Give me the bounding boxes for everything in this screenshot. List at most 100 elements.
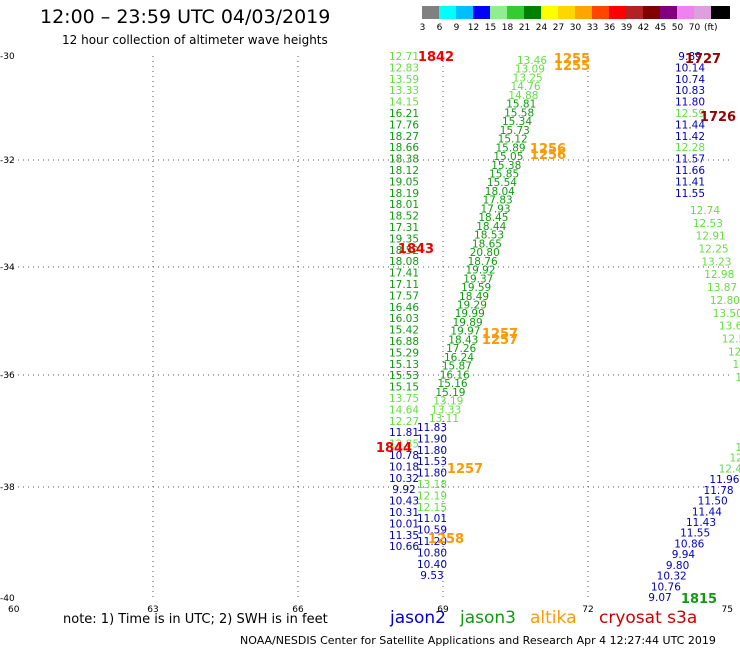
- swh-value: 17.57: [389, 290, 419, 302]
- swh-value: 10.59: [417, 525, 447, 537]
- swh-value: 9.89: [678, 51, 701, 63]
- swh-value: 14.76: [511, 81, 541, 93]
- swh-value: 16.03: [389, 313, 419, 325]
- swh-value: 11.53: [417, 456, 447, 468]
- swh-value: 16.24: [444, 352, 474, 364]
- x-axis-tick-label: 60: [8, 605, 20, 615]
- swh-value: 11.50: [698, 496, 728, 508]
- swh-value: 11.90: [417, 433, 447, 445]
- swh-value: 15.38: [491, 160, 521, 172]
- swh-value: 12: [729, 453, 740, 465]
- swh-value: 18.38: [389, 154, 419, 166]
- scale-swatch: [422, 6, 441, 19]
- swh-value: 12.74: [690, 205, 720, 217]
- swh-value: 13.87: [707, 282, 737, 294]
- scale-tick-label: 24: [535, 23, 548, 33]
- swh-value: 15.12: [498, 134, 528, 146]
- scale-swatch: [439, 6, 458, 19]
- swh-value: 13.59: [389, 74, 419, 86]
- pass-time-label: 1727: [685, 52, 721, 67]
- swh-value: 18.76: [468, 256, 498, 268]
- swh-value: 10.32: [389, 473, 419, 485]
- scale-swatch: [711, 6, 730, 19]
- swh-value: 11.35: [389, 530, 419, 542]
- swh-value: 15.73: [500, 125, 530, 137]
- swh-value: 11.55: [680, 528, 710, 540]
- swh-value: 17.41: [389, 268, 419, 280]
- pass-time-label: 1726: [700, 110, 736, 125]
- swh-value: 17.11: [389, 279, 419, 291]
- swh-value: 19.05: [389, 176, 419, 188]
- swh-value: 18.19: [389, 188, 419, 200]
- page-title: 12:00 – 23:59 UTC 04/03/2019: [40, 6, 331, 28]
- swh-value: 15.15: [389, 382, 419, 394]
- scale-tick-label: 15: [484, 23, 497, 33]
- scale-tick-label: 39: [620, 23, 633, 33]
- pass-time-label: 1257: [447, 462, 483, 477]
- swh-value: 12.98: [704, 269, 734, 281]
- swh-value: 9.80: [666, 560, 689, 572]
- swh-value: 13.09: [515, 64, 545, 76]
- scale-tick-label: 18: [501, 23, 514, 33]
- scale-tick-label: 21: [518, 23, 531, 33]
- swh-value: 18.04: [485, 186, 515, 198]
- swh-value: 13.25: [513, 72, 543, 84]
- swh-value: 10.80: [417, 547, 447, 559]
- swh-value: 18.01: [389, 199, 419, 211]
- swh-value: 17.93: [480, 203, 510, 215]
- pass-time-label: 1842: [418, 50, 454, 65]
- swh-value: 10.01: [389, 518, 419, 530]
- swh-value: 10.18: [389, 461, 419, 473]
- swh-value: 15.19: [435, 387, 465, 399]
- scale-swatch: [609, 6, 628, 19]
- pass-time-label: 1815: [681, 592, 717, 607]
- swh-value: 13.33: [431, 404, 461, 416]
- swh-value: 12.83: [389, 62, 419, 74]
- swh-value: 13.33: [389, 85, 419, 97]
- swh-value: 10.83: [675, 85, 705, 97]
- swh-value: 17.83: [483, 195, 513, 207]
- footer-note: note: 1) Time is in UTC; 2) SWH is in fe…: [63, 612, 328, 627]
- swh-value: 14.64: [389, 404, 419, 416]
- swh-value: 12.27: [389, 416, 419, 428]
- swh-value: 19.89: [453, 317, 483, 329]
- scale-tick-label: 70: [688, 23, 701, 33]
- swh-value: 10.14: [675, 62, 705, 74]
- swh-value: 13.23: [701, 256, 731, 268]
- swh-value: 18.45: [478, 212, 508, 224]
- swh-value: 12.91: [696, 231, 726, 243]
- swh-value: 12.5: [722, 333, 740, 345]
- swh-value: 11.44: [692, 506, 722, 518]
- swh-value: 12.19: [417, 490, 447, 502]
- swh-value: 15.13: [389, 359, 419, 371]
- swh-value: 18.52: [389, 211, 419, 223]
- swh-value: 18.27: [389, 131, 419, 143]
- scale-unit-label: (ft): [704, 23, 718, 33]
- scale-tick-label: 9: [453, 23, 460, 33]
- swh-value: 18.66: [389, 142, 419, 154]
- swh-value: 15.89: [496, 142, 526, 154]
- y-axis-tick-label: -30: [0, 52, 15, 62]
- swh-value: 15.42: [389, 325, 419, 337]
- swh-value: 18.43: [448, 334, 478, 346]
- swh-value: 10.66: [389, 541, 419, 553]
- pass-time-label: 1257: [482, 333, 518, 348]
- scale-tick-label: 27: [552, 23, 565, 33]
- footer-credit: NOAA/NESDIS Center for Satellite Applica…: [240, 634, 716, 647]
- x-axis-tick-label: 63: [147, 605, 158, 615]
- swh-value: 13.46: [517, 55, 547, 67]
- swh-value: 13: [732, 359, 740, 371]
- scale-swatch: [541, 6, 560, 19]
- swh-value: 12.: [728, 346, 740, 358]
- swh-value: 9.92: [392, 484, 415, 496]
- swh-value: 18.44: [476, 221, 506, 233]
- swh-value: 10.31: [389, 507, 419, 519]
- swh-value: 11.96: [709, 474, 739, 486]
- scale-swatch: [456, 6, 475, 19]
- swh-value: 11.78: [704, 485, 734, 497]
- y-axis-tick-label: -36: [0, 371, 15, 381]
- swh-value: 11.43: [686, 517, 716, 529]
- swh-value: 11.83: [417, 422, 447, 434]
- swh-value: 15.81: [506, 99, 536, 111]
- swh-value: 18.12: [389, 165, 419, 177]
